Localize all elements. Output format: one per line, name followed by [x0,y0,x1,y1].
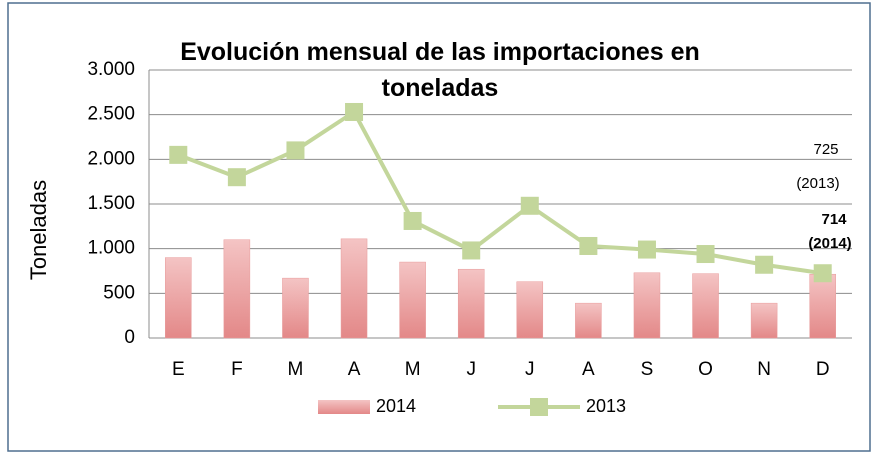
line-marker [169,145,188,164]
line-marker [637,240,656,259]
x-tick-label: M [405,359,421,380]
line-marker [227,168,246,187]
legend-swatch [530,398,548,416]
chart-border [7,2,871,452]
annotation: (2013) [796,175,839,192]
bar [165,257,192,339]
x-tick-label: S [641,359,654,380]
y-tick-label: 2.500 [87,104,135,125]
bar [750,302,778,339]
bar [399,261,426,339]
x-tick-label: F [231,359,243,380]
line-marker [520,196,539,215]
x-tick-label: O [698,359,713,380]
x-tick-label: E [172,359,185,380]
line-marker [813,264,832,283]
y-tick-label: 1.000 [87,238,135,259]
x-tick-label: M [288,359,304,380]
bar [692,273,719,339]
legend-label: 2014 [376,396,416,416]
legend-label: 2013 [586,396,626,416]
bar [516,281,544,339]
annotation: 725 [813,141,838,158]
annotation: (2014) [808,235,851,252]
bar [457,268,485,339]
y-tick-label: 1.500 [87,193,135,214]
line-marker [462,241,481,260]
x-tick-label: A [582,359,595,380]
y-tick-label: 3.000 [87,59,135,80]
x-tick-label: D [816,359,830,380]
bar [340,238,368,339]
line [177,109,823,276]
y-axis-label: Toneladas [26,180,51,280]
x-tick-label: J [525,359,535,380]
x-tick-label: J [466,359,476,380]
line-marker [286,141,305,160]
bar [223,239,251,339]
annotation: 714 [821,211,847,228]
x-tick-label: A [348,359,361,380]
line-marker [696,245,715,264]
x-tick-label: N [757,359,771,380]
y-tick-label: 0 [124,327,135,348]
legend-swatch [318,400,370,414]
y-tick-label: 2.000 [87,148,135,169]
line-marker [345,102,364,121]
chart-title: Evolución mensual de las importaciones e… [180,38,700,102]
line-marker [755,255,774,274]
bar [633,272,661,339]
line-marker [403,211,422,230]
bar [282,277,309,339]
line-marker [579,236,598,255]
bar [809,273,836,339]
bar [575,302,602,339]
y-tick-label: 500 [103,282,135,303]
